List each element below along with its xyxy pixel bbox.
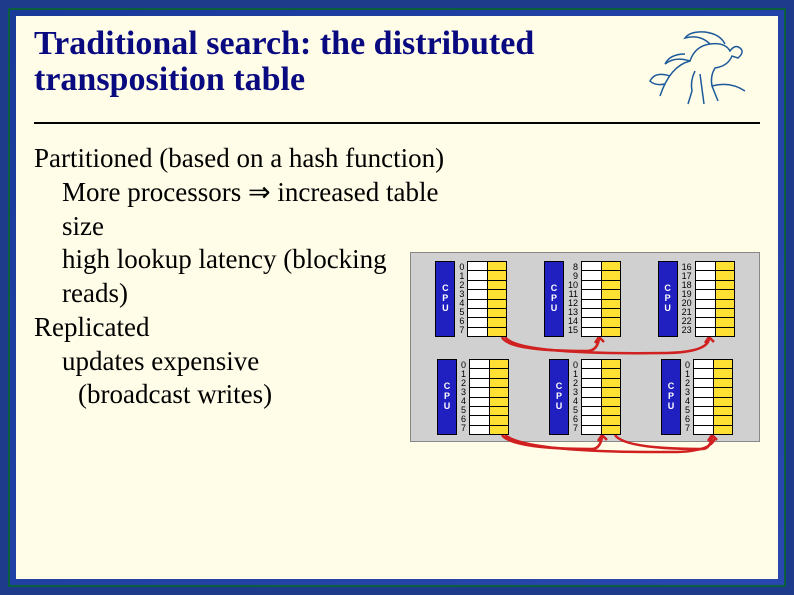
cpu-node: CPU01234567 [437,359,509,435]
partitioned-row: CPU01234567CPU89101112131415CPU161718192… [417,259,753,339]
index-column: 01234567 [457,261,465,337]
hash-table [469,359,509,435]
index-column: 01234567 [459,359,467,435]
index-column: 01234567 [683,359,691,435]
hash-table [695,261,735,337]
title-row: Traditional search: the distributed tran… [34,26,760,116]
body-line: (broadcast writes) [34,378,450,412]
body-line: Replicated [34,311,450,345]
slide-content: Traditional search: the distributed tran… [16,16,778,579]
griffin-logo [640,26,760,116]
body-text: Partitioned (based on a hash function) M… [34,142,450,412]
index-column: 1617181920212223 [680,261,693,337]
body-line: updates expensive [34,345,450,379]
replicated-arrows [417,435,757,455]
cpu-block: CPU [549,359,569,435]
replicated-row: CPU01234567CPU01234567CPU01234567 [417,357,753,437]
cpu-node: CPU1617181920212223 [658,261,735,337]
body-area: Partitioned (based on a hash function) M… [34,142,760,442]
body-line: Partitioned (based on a hash function) [34,142,450,176]
cpu-block: CPU [544,261,564,337]
transposition-diagram: CPU01234567CPU89101112131415CPU161718192… [410,252,760,442]
hash-table [581,359,621,435]
cpu-block: CPU [661,359,681,435]
cpu-block: CPU [435,261,455,337]
hash-table [581,261,621,337]
index-column: 89101112131415 [566,261,579,337]
cpu-node: CPU01234567 [661,359,733,435]
slide-title: Traditional search: the distributed tran… [34,26,630,97]
cpu-node: CPU01234567 [549,359,621,435]
cpu-block: CPU [437,359,457,435]
hash-table [467,261,507,337]
cpu-node: CPU89101112131415 [544,261,621,337]
title-divider [34,122,760,124]
body-line: More processors ⇒ increased table size [34,176,450,244]
cpu-node: CPU01234567 [435,261,507,337]
slide-frame: Traditional search: the distributed tran… [8,8,786,587]
hash-table [693,359,733,435]
index-column: 01234567 [571,359,579,435]
body-line: high lookup latency (blocking reads) [34,243,450,311]
cpu-block: CPU [658,261,678,337]
partitioned-arrows [417,337,757,357]
